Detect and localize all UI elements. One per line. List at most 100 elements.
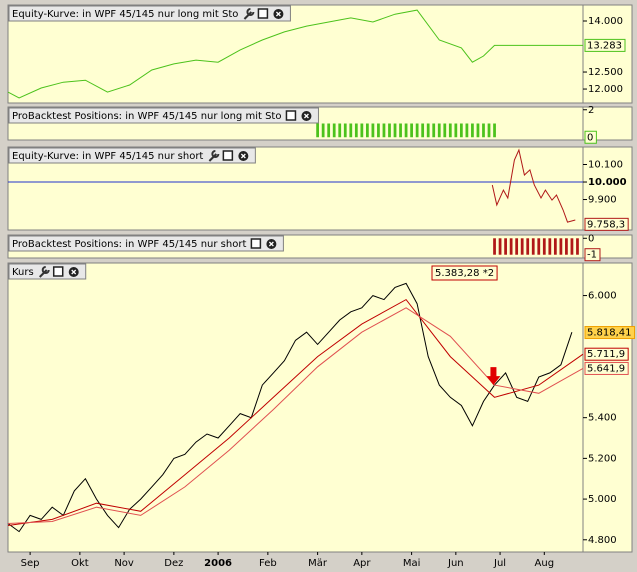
- annotation-box: [431, 265, 498, 281]
- panel-title: Kurs: [12, 267, 34, 278]
- window-icon[interactable]: [250, 238, 262, 249]
- x-tick-label: Feb: [259, 558, 277, 569]
- panel: [7, 262, 633, 553]
- line-series: [491, 148, 576, 223]
- position-bar: [504, 238, 507, 255]
- settings-icon[interactable]: [39, 266, 50, 278]
- x-tick-label: Mär: [308, 558, 328, 569]
- value-box-label: 0: [587, 132, 593, 143]
- x-tick-label: Mai: [403, 558, 421, 569]
- panel-header: ProBacktest Positions: in WPF 45/145 nur…: [8, 235, 284, 252]
- y-tick-label: 0: [588, 233, 594, 244]
- position-bar: [437, 123, 441, 138]
- value-box-label: -1: [587, 250, 597, 261]
- value-box: [584, 326, 636, 340]
- x-tick-label: Aug: [535, 558, 555, 569]
- value-box-label: 5.641,9: [587, 363, 625, 374]
- value-box-label: 9.758,3: [587, 219, 625, 230]
- settings-icon[interactable]: [243, 8, 255, 20]
- position-bar: [443, 123, 447, 138]
- position-bar: [493, 238, 496, 255]
- y-tick-label: 12.500: [588, 67, 623, 78]
- position-bar: [382, 123, 386, 138]
- panel-title: Equity-Kurve: in WPF 45/145 nur long mit…: [12, 9, 238, 20]
- x-tick-label: Apr: [353, 558, 371, 569]
- settings-icon[interactable]: [208, 150, 220, 162]
- close-cross: [303, 113, 309, 119]
- line-series: [7, 298, 584, 526]
- y-tick-label: 10.000: [588, 177, 627, 188]
- x-tick-label: 2006: [204, 558, 232, 569]
- position-bar: [354, 123, 358, 138]
- panel-header: Equity-Kurve: in WPF 45/145 nur long mit…: [8, 5, 291, 22]
- position-bar: [570, 238, 574, 255]
- position-bar: [520, 238, 524, 255]
- value-box: [584, 130, 597, 144]
- y-tick-label: 2: [588, 105, 594, 116]
- position-bar: [509, 238, 513, 255]
- panel-title: Equity-Kurve: in WPF 45/145 nur short: [12, 151, 203, 162]
- window-icon[interactable]: [257, 8, 269, 19]
- window-icon[interactable]: [285, 110, 297, 121]
- title-bar: [8, 235, 284, 252]
- position-bar: [410, 123, 413, 138]
- value-box-label: 13.283: [587, 40, 622, 51]
- y-tick-label: 10.100: [588, 160, 623, 171]
- y-tick-label: 5.400: [588, 413, 617, 424]
- position-bar: [338, 123, 342, 138]
- position-bar: [576, 238, 579, 255]
- position-bar: [487, 123, 491, 138]
- position-bar: [399, 123, 402, 138]
- position-bar: [553, 238, 557, 255]
- y-tick-label: 5.000: [588, 494, 617, 505]
- position-bar: [542, 238, 546, 255]
- close-cross: [240, 153, 246, 159]
- position-bar: [498, 238, 502, 255]
- line-series: [7, 9, 583, 99]
- close-cross: [268, 241, 274, 247]
- position-bar: [482, 123, 485, 138]
- position-bar: [559, 238, 563, 255]
- y-tick-label: 4.800: [588, 535, 617, 546]
- position-bar: [432, 123, 436, 138]
- window-icon[interactable]: [52, 266, 64, 277]
- annotation: 5.383,28 *2: [435, 268, 494, 279]
- position-bar: [371, 123, 375, 138]
- position-bar: [360, 123, 364, 138]
- panel-header: ProBacktest Positions: in WPF 45/145 nur…: [8, 107, 319, 124]
- y-tick-label: 9.900: [588, 195, 617, 206]
- position-bar: [459, 123, 463, 138]
- position-bar: [454, 123, 458, 138]
- position-bar: [421, 123, 425, 138]
- position-bar: [448, 123, 452, 138]
- position-bar: [537, 238, 541, 255]
- position-bar: [476, 123, 480, 138]
- position-bar: [343, 123, 347, 138]
- title-bar: [8, 5, 291, 22]
- value-box: [584, 217, 629, 231]
- window-icon[interactable]: [222, 150, 234, 161]
- position-bar: [471, 123, 474, 138]
- x-tick-label: Dez: [164, 558, 183, 569]
- position-bar: [465, 123, 469, 138]
- position-bar: [377, 123, 380, 138]
- x-tick-label: Jun: [447, 558, 464, 569]
- position-bar: [493, 123, 496, 138]
- close-cross: [71, 269, 77, 275]
- title-bar: [8, 147, 256, 164]
- y-tick-label: 6.000: [588, 291, 617, 302]
- line-series: [7, 282, 573, 533]
- position-bar: [548, 238, 552, 255]
- position-bar: [415, 123, 419, 138]
- x-tick-label: Nov: [114, 558, 134, 569]
- signal-arrow: [486, 367, 501, 386]
- panel-title: ProBacktest Positions: in WPF 45/145 nur…: [12, 111, 281, 122]
- position-bar: [388, 123, 391, 138]
- panel-header: Kurs: [8, 263, 87, 280]
- position-bar: [316, 123, 319, 138]
- close-cross: [275, 11, 281, 17]
- position-bar: [531, 238, 535, 255]
- x-tick-label: Okt: [71, 558, 89, 569]
